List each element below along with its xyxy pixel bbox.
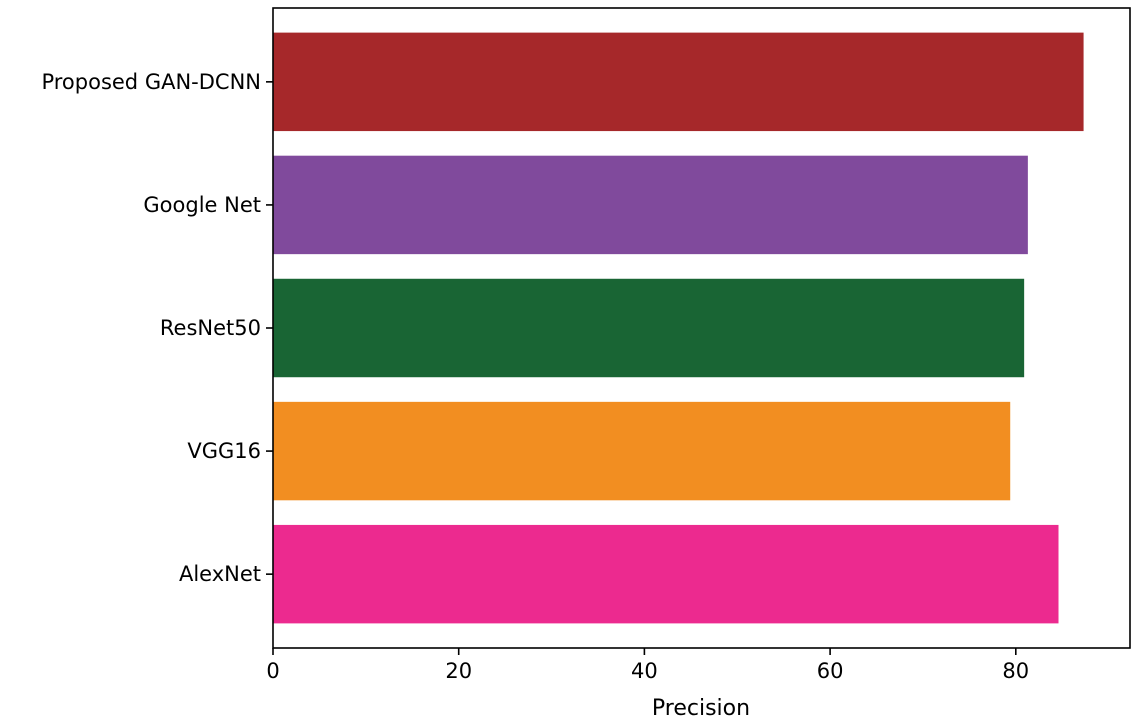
x-axis-title: Precision xyxy=(652,696,750,721)
x-tick-label: 20 xyxy=(445,659,472,683)
x-tick-label: 0 xyxy=(266,659,279,683)
bar-resnet50 xyxy=(273,278,1025,378)
y-tick-label: Proposed GAN-DCNN xyxy=(41,70,261,94)
y-axis-ticks: AlexNet VGG16 ResNet50 Google Net Proposed G… xyxy=(41,70,273,586)
y-tick-label: AlexNet xyxy=(179,562,261,586)
x-tick-label: 40 xyxy=(631,659,658,683)
y-tick-label: VGG16 xyxy=(187,439,261,463)
bar-proposed-gan-dcnn xyxy=(273,32,1084,132)
bar-alexnet xyxy=(273,524,1059,624)
x-tick-label: 80 xyxy=(1002,659,1029,683)
x-tick-label: 60 xyxy=(817,659,844,683)
bar-vgg16 xyxy=(273,401,1011,501)
y-tick-label: ResNet50 xyxy=(160,316,261,340)
y-tick-label: Google Net xyxy=(143,193,261,217)
bar-google-net xyxy=(273,155,1028,255)
bars-layer xyxy=(273,32,1084,624)
x-axis-ticks: 0 20 40 60 80 xyxy=(266,648,1029,683)
